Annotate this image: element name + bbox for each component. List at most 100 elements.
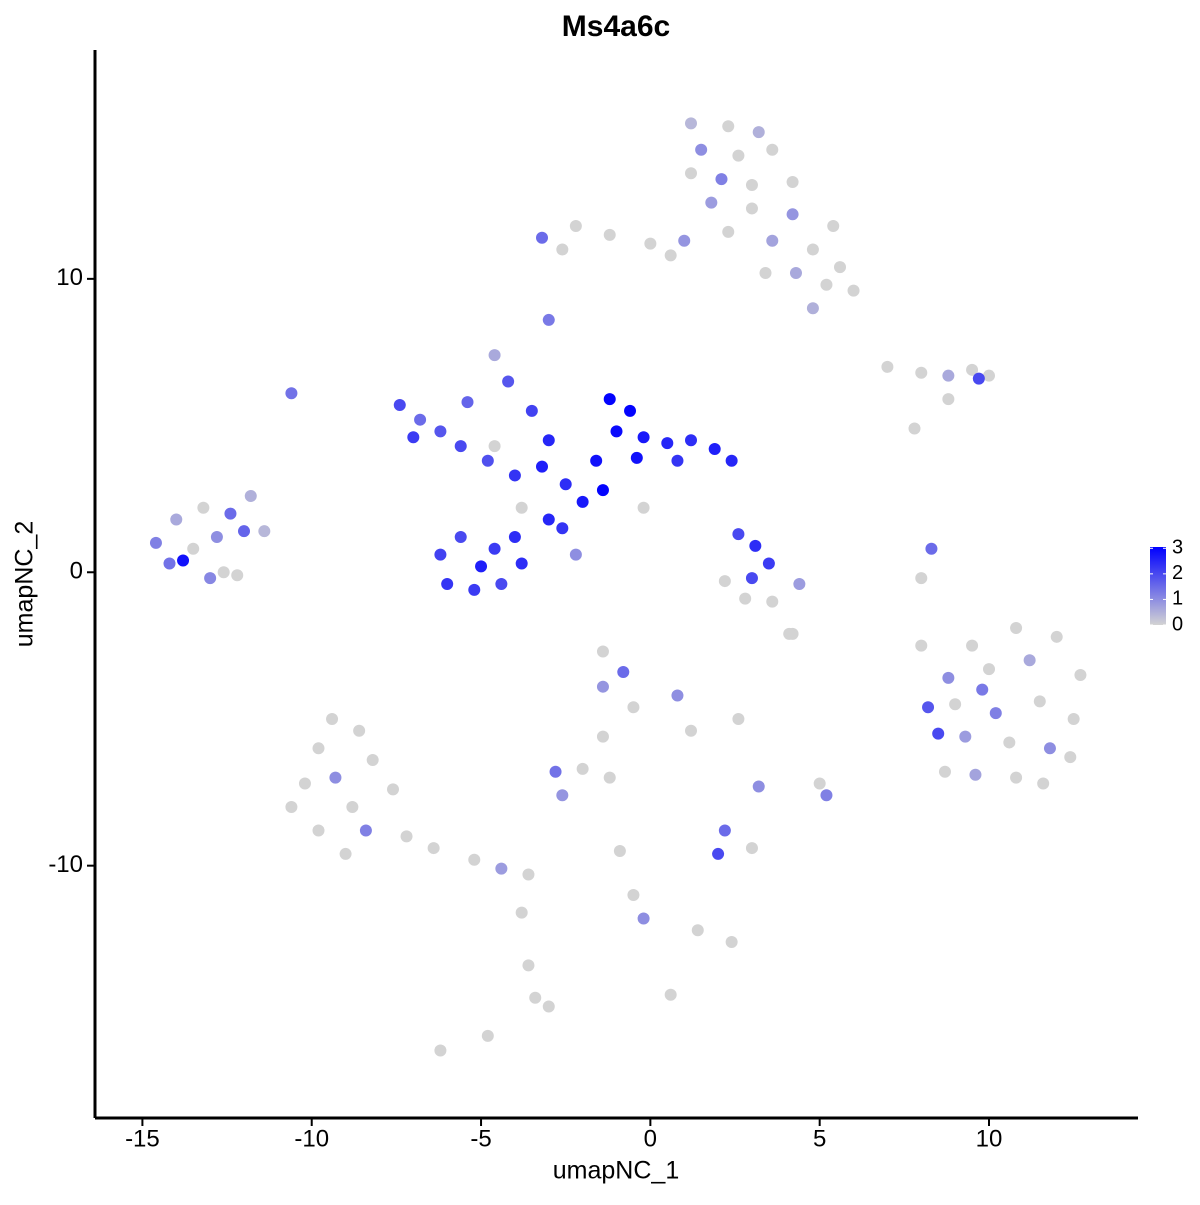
point <box>671 689 684 702</box>
point <box>881 360 894 373</box>
point <box>434 548 447 561</box>
point <box>529 991 542 1004</box>
point <box>525 404 538 417</box>
color-tick-label: 0 <box>1172 613 1183 635</box>
color-legend: 0 1 2 3 <box>1150 537 1183 635</box>
point <box>661 437 674 450</box>
point <box>932 727 945 740</box>
point <box>596 484 609 497</box>
point <box>488 542 501 555</box>
point <box>685 167 697 180</box>
point <box>576 762 589 775</box>
point <box>231 569 244 582</box>
point <box>590 454 603 467</box>
y-tick-label: 10 <box>56 264 83 291</box>
point <box>258 525 271 538</box>
point <box>475 560 488 573</box>
point <box>678 234 691 247</box>
point <box>671 454 684 467</box>
point <box>739 592 752 605</box>
point <box>569 548 582 561</box>
point <box>400 830 413 843</box>
point <box>285 387 298 400</box>
point <box>732 149 745 162</box>
point <box>942 369 955 382</box>
point <box>915 572 928 585</box>
point <box>762 557 775 570</box>
point <box>515 557 528 570</box>
point <box>434 1044 447 1057</box>
point <box>630 451 643 464</box>
x-tick-label: -10 <box>294 1125 329 1152</box>
point <box>685 724 697 737</box>
point <box>508 531 521 544</box>
point <box>441 578 454 590</box>
point <box>966 363 979 376</box>
point <box>627 889 640 902</box>
point <box>603 228 616 241</box>
point <box>745 842 758 855</box>
point <box>596 645 609 658</box>
point <box>387 783 399 796</box>
point <box>715 173 728 186</box>
point <box>708 443 721 456</box>
point <box>454 440 467 453</box>
point <box>542 513 555 526</box>
point <box>312 742 325 755</box>
point <box>766 234 779 247</box>
point <box>745 572 758 585</box>
point <box>1074 668 1087 681</box>
point <box>806 243 819 256</box>
point <box>536 231 548 244</box>
point <box>1050 630 1063 643</box>
point <box>1033 695 1046 708</box>
point <box>938 765 951 778</box>
point <box>959 730 972 743</box>
point <box>454 531 467 544</box>
point <box>407 431 420 444</box>
point <box>502 375 515 388</box>
point <box>339 847 352 860</box>
point <box>1010 771 1023 784</box>
point <box>461 396 474 409</box>
point <box>603 393 616 406</box>
point <box>204 572 217 585</box>
point <box>624 404 637 417</box>
point <box>170 513 183 526</box>
point <box>495 862 508 875</box>
point <box>359 824 372 837</box>
point <box>718 575 731 588</box>
point <box>745 178 758 191</box>
point <box>834 261 846 274</box>
point <box>556 789 569 802</box>
point <box>346 800 359 813</box>
point <box>569 220 582 233</box>
point <box>759 266 772 279</box>
point <box>718 824 731 837</box>
point <box>827 220 840 233</box>
point <box>559 478 572 491</box>
point <box>722 120 735 133</box>
point <box>813 777 826 790</box>
point <box>481 454 494 467</box>
point <box>637 501 650 514</box>
axes: -15 -10 -5 0 5 10 -10 0 10 <box>48 50 1138 1152</box>
point <box>806 302 819 315</box>
point <box>786 176 799 189</box>
point <box>908 422 921 435</box>
point <box>1003 736 1016 749</box>
point <box>820 278 833 291</box>
point <box>915 639 928 652</box>
point <box>627 701 640 714</box>
point <box>644 237 657 250</box>
x-axis-label: umapNC_1 <box>553 1157 679 1185</box>
point <box>664 988 677 1001</box>
point <box>1043 742 1056 755</box>
point <box>1067 712 1080 725</box>
point <box>434 425 447 438</box>
point <box>468 853 481 866</box>
x-tick-label: -15 <box>125 1125 160 1152</box>
point <box>922 701 935 714</box>
point <box>925 542 938 555</box>
chart-title: Ms4a6c <box>562 10 670 43</box>
